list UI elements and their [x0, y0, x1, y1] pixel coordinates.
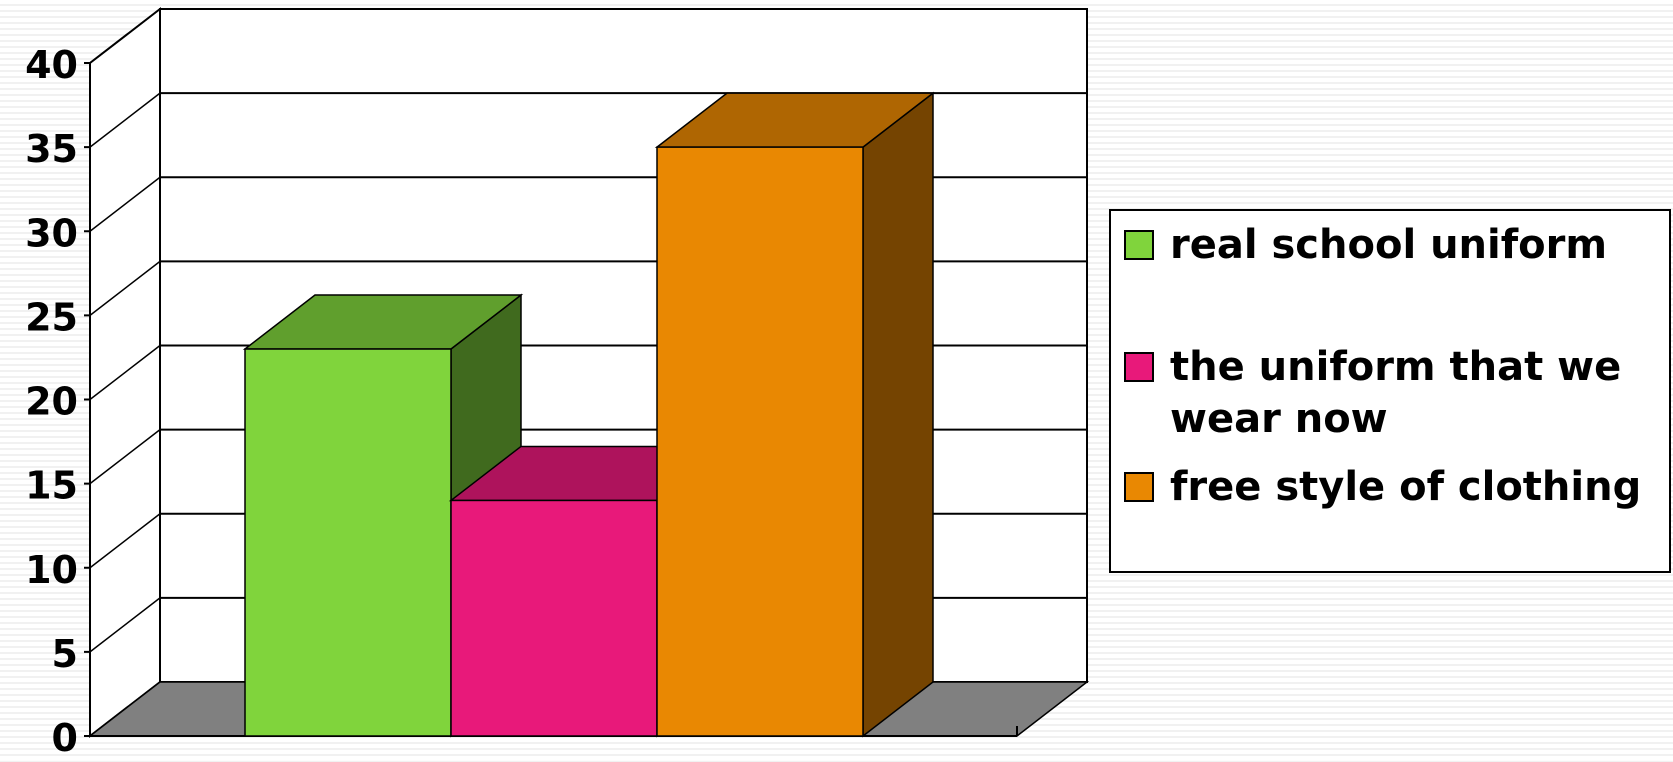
legend-label-1: real school uniform [1170, 222, 1607, 268]
legend-label-2: the uniform that we wear now [1170, 344, 1621, 442]
gridline-side-15 [89, 429, 161, 485]
gridline-side-5 [89, 597, 161, 653]
legend-swatch-1 [1124, 230, 1154, 260]
y-tick-label-15: 15 [25, 464, 78, 508]
bar-3-side [862, 91, 934, 738]
bar-3-front [656, 146, 864, 737]
y-tick-label-5: 5 [52, 632, 78, 676]
gridline-side-20 [89, 344, 161, 401]
bar-2-front [450, 499, 658, 737]
gridline-side-40 [89, 8, 161, 64]
y-tick-label-20: 20 [25, 380, 78, 424]
gridline-side-35 [89, 92, 161, 148]
bars [242, 91, 936, 738]
legend-swatch-2 [1124, 352, 1154, 382]
y-tick-label-40: 40 [25, 43, 78, 87]
y-tick-label-25: 25 [25, 295, 78, 339]
gridline-side-30 [89, 176, 161, 232]
legend-label-3: free style of clothing [1170, 464, 1641, 510]
gridline-side-25 [89, 260, 161, 316]
y-tick-label-30: 30 [25, 211, 78, 255]
y-tick-label-10: 10 [25, 548, 78, 592]
y-tick-label-0: 0 [52, 716, 78, 757]
legend-swatch-3 [1124, 472, 1154, 502]
legend-box [1109, 209, 1671, 573]
y-tick-label-35: 35 [25, 127, 78, 171]
gridline-side-10 [89, 513, 161, 569]
bar-3 [654, 91, 936, 738]
bar-1-front [244, 348, 452, 737]
legend: real school uniform the uniform that we we… [1109, 209, 1671, 573]
